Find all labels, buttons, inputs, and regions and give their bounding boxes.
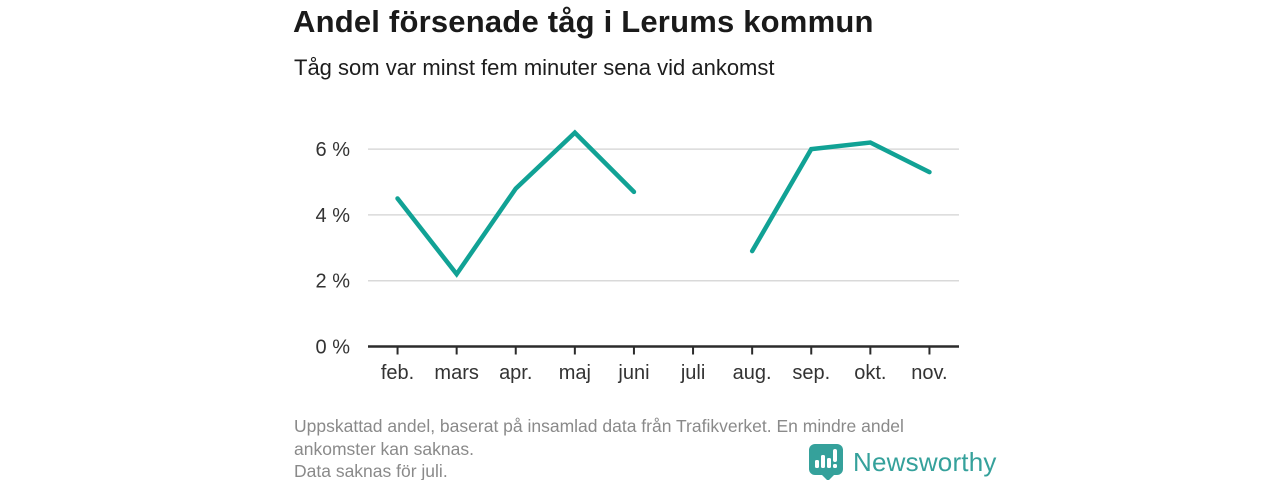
page-title: Andel försenade tåg i Lerums kommun — [293, 4, 874, 39]
footer-note-line-3: Data saknas för juli. — [294, 461, 448, 480]
newsworthy-logo: Newsworthy — [808, 443, 997, 480]
x-tick-label: juni — [617, 362, 649, 384]
x-tick-label: maj — [559, 362, 591, 384]
y-tick-label: 4 % — [316, 205, 351, 227]
x-tick-label: mars — [434, 362, 478, 384]
page-subtitle: Tåg som var minst fem minuter sena vid a… — [294, 55, 775, 80]
x-tick-label: sep. — [792, 362, 830, 384]
x-tick-label: feb. — [381, 362, 414, 384]
footer-note-line-2: ankomster kan saknas. — [294, 438, 474, 459]
x-tick-label: okt. — [854, 362, 886, 384]
data-line-segment — [395, 129, 637, 278]
y-tick-label: 2 % — [316, 271, 351, 293]
x-tick-label: nov. — [911, 362, 947, 384]
newsworthy-logo-text: Newsworthy — [853, 446, 997, 477]
data-line-segment — [749, 140, 932, 254]
x-tick-label: apr. — [499, 362, 532, 384]
footer-note: Uppskattad andel, baserat på insamlad da… — [294, 415, 904, 480]
newsworthy-logo-icon — [809, 444, 843, 480]
footer-note-line-1: Uppskattad andel, baserat på insamlad da… — [294, 416, 904, 436]
y-tick-label: 0 % — [316, 337, 351, 359]
x-tick-label: aug. — [733, 362, 772, 384]
y-tick-label: 6 % — [316, 139, 351, 161]
x-tick-label: juli — [680, 362, 705, 384]
